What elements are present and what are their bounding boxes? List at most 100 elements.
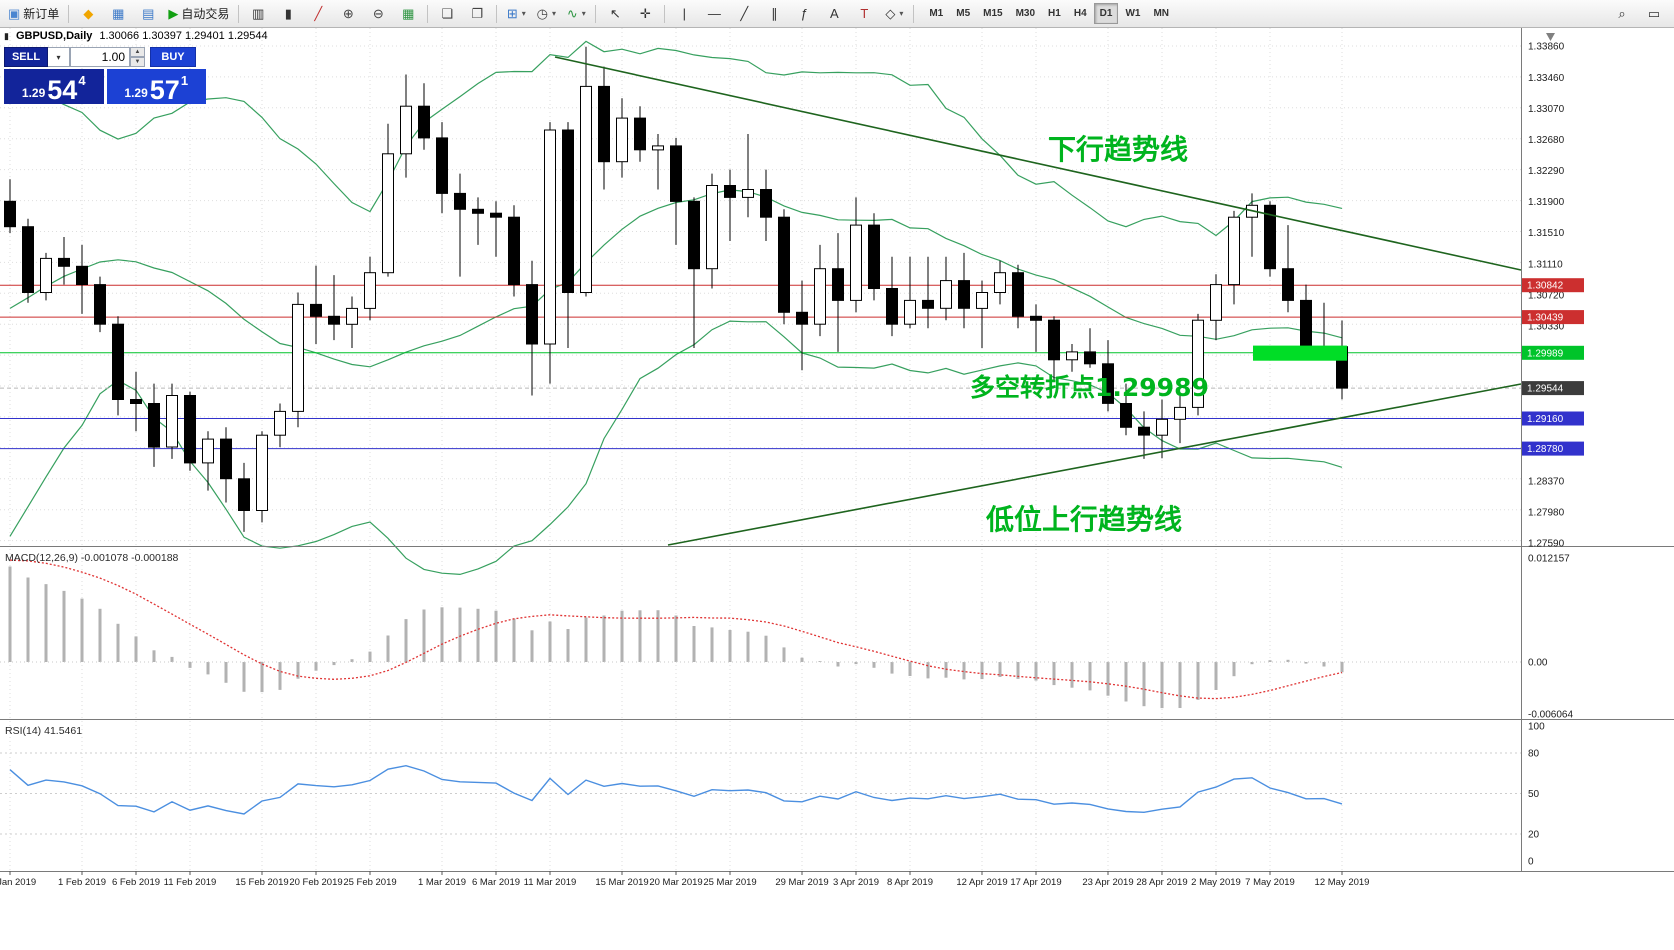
grid-button[interactable]: ▦ <box>394 2 422 26</box>
main-toolbar: ▣ 新订单 ◆ ▦ ▤ ▶ 自动交易 ▥ ▮ ╱ ⊕ ⊖ ▦ ❏ ❐ ⊞ ▾ ◷ ▾ ∿ ▾ ↖ ✛ | — ╱ ∥ ƒ A T ◇ ▾ M1 M… <box>0 0 1674 28</box>
crosshair-button[interactable]: ✛ <box>631 2 659 26</box>
toolbar-right-group: ⌕ ▭ <box>1608 2 1670 26</box>
label-icon: T <box>860 6 869 21</box>
axis-label: 1.30330 <box>1528 321 1565 332</box>
chart-shift-marker[interactable] <box>1546 33 1555 41</box>
time-axis <box>9 871 1343 875</box>
search-icon: ⌕ <box>1618 6 1626 21</box>
timeframe-w1-button[interactable]: W1 <box>1125 8 1141 19</box>
timeframe-mn-button[interactable]: MN <box>1153 8 1169 19</box>
bar-chart-button[interactable]: ▥ <box>244 2 272 26</box>
navigator-button[interactable]: ▤ <box>134 2 162 26</box>
symbol-period-label: GBPUSD,Daily <box>15 30 93 42</box>
candlestick-chart-button[interactable]: ▮ <box>274 2 302 26</box>
cascade-icon: ❐ <box>471 6 484 21</box>
axis-label: 28 Apr 2019 <box>1136 877 1187 888</box>
caret-down-icon: ▾ <box>899 9 904 18</box>
rsi-name: RSI(14) <box>5 725 42 737</box>
sell-price-button[interactable]: 1.29 54 4 <box>4 69 104 104</box>
panel-icon: ▭ <box>1647 6 1661 21</box>
pivot-highlight-box[interactable] <box>1253 345 1347 361</box>
ascending-trendline[interactable] <box>667 383 1522 546</box>
toolbar-separator <box>238 4 240 23</box>
trendline-icon: ╱ <box>740 6 749 21</box>
axis-label: 25 Mar 2019 <box>703 877 756 888</box>
sell-price-prefix: 1.29 <box>21 86 46 100</box>
axis-label: 1.31110 <box>1528 259 1563 270</box>
timeframe-d1-button[interactable]: D1 <box>1093 3 1119 24</box>
chart-area[interactable]: 1.33860 1.33460 1.33070 1.32680 1.32290 1.319… <box>0 28 1674 950</box>
vertical-line-button[interactable]: | <box>670 2 698 26</box>
axis-label: 12 Apr 2019 <box>956 877 1007 888</box>
horizontal-line-button[interactable]: — <box>700 2 728 26</box>
metaeditor-button[interactable]: ◆ <box>74 2 102 26</box>
text-label-button[interactable]: T <box>850 2 878 26</box>
cursor-button[interactable]: ↖ <box>601 2 629 26</box>
sell-price-pip: 4 <box>78 73 86 88</box>
channel-icon: ∥ <box>771 6 778 21</box>
arrows-button[interactable]: ◇ ▾ <box>880 2 908 26</box>
fibo-icon: ƒ <box>800 6 808 21</box>
zoom-in-button[interactable]: ⊕ <box>334 2 362 26</box>
timeframe-m30-button[interactable]: M30 <box>1015 8 1036 19</box>
shapes-icon: ◇ <box>885 6 896 21</box>
rsi-line <box>9 764 1343 815</box>
price-tag <box>1522 441 1584 456</box>
sell-button[interactable]: SELL <box>4 47 48 67</box>
autotrading-button[interactable]: ▶ 自动交易 <box>164 2 233 26</box>
zoom-in-icon: ⊕ <box>342 6 354 21</box>
axis-label: 2 May 2019 <box>1191 877 1241 888</box>
timeframe-m5-button[interactable]: M5 <box>956 8 971 19</box>
price-chart-canvas[interactable]: 1.33860 1.33460 1.33070 1.32680 1.32290 1.319… <box>0 28 1674 950</box>
fibonacci-button[interactable]: ƒ <box>790 2 818 26</box>
volume-increase-button[interactable]: ▲ <box>130 47 145 57</box>
new-order-icon: ▣ <box>8 6 21 21</box>
axis-label: 1.28370 <box>1528 477 1565 488</box>
axis-label: 20 Mar 2019 <box>649 877 702 888</box>
axis-label: 0.012157 <box>1528 554 1570 565</box>
volume-dropdown-button[interactable]: ▾ <box>48 47 70 67</box>
window-icon: ▦ <box>112 6 125 21</box>
grid-icon: ▦ <box>402 6 415 21</box>
line-chart-button[interactable]: ╱ <box>304 2 332 26</box>
buy-button[interactable]: BUY <box>150 47 196 67</box>
axis-label: 1.33860 <box>1528 42 1565 53</box>
new-order-button[interactable]: ▣ 新订单 <box>4 2 63 26</box>
timeframe-m15-button[interactable]: M15 <box>983 8 1003 19</box>
rsi-indicator-label: RSI(14) 41.5461 <box>5 725 82 737</box>
volume-decrease-button[interactable]: ▼ <box>130 57 145 67</box>
axis-label: 1.29160 <box>1527 414 1564 425</box>
axis-label: 6 Feb 2019 <box>112 877 160 888</box>
zoom-out-button[interactable]: ⊖ <box>364 2 392 26</box>
buy-price-pip: 1 <box>180 73 189 88</box>
volume-input[interactable]: 1.00 <box>70 47 130 67</box>
axis-label: 1.33460 <box>1528 73 1565 84</box>
tile-windows-button[interactable]: ❏ <box>433 2 461 26</box>
caret-down-icon: ▾ <box>551 9 556 18</box>
axis-label: 1.27980 <box>1528 508 1565 519</box>
timeframe-h4-button[interactable]: H4 <box>1073 8 1087 19</box>
search-button[interactable]: ⌕ <box>1608 2 1636 26</box>
market-watch-button[interactable]: ▦ <box>104 2 132 26</box>
new-chart-button[interactable]: ⊞ ▾ <box>502 2 530 26</box>
timeframe-h1-button[interactable]: H1 <box>1048 8 1061 19</box>
periods-button[interactable]: ◷ ▾ <box>532 2 560 26</box>
candlestick-icon: ▮ <box>284 6 292 21</box>
buy-price-button[interactable]: 1.29 57 1 <box>106 69 206 104</box>
cascade-windows-button[interactable]: ❐ <box>463 2 491 26</box>
toolbar-separator <box>913 4 915 23</box>
play-icon: ▶ <box>168 6 179 21</box>
timeframe-m1-button[interactable]: M1 <box>929 8 944 19</box>
indicators-button[interactable]: ∿ ▾ <box>562 2 590 26</box>
diamond-icon: ◆ <box>83 6 94 21</box>
text-button[interactable]: A <box>820 2 848 26</box>
axis-label: 25 Feb 2019 <box>343 877 396 888</box>
quick-panel-button[interactable]: ▭ <box>1640 2 1668 26</box>
equidistant-channel-button[interactable]: ∥ <box>760 2 788 26</box>
trendline-button[interactable]: ╱ <box>730 2 758 26</box>
axis-label: 80 <box>1528 749 1540 760</box>
axis-label: 17 Apr 2019 <box>1010 877 1061 888</box>
new-order-label: 新订单 <box>23 7 60 21</box>
window2-icon: ▤ <box>142 6 155 21</box>
descending-trendline[interactable] <box>554 56 1522 271</box>
